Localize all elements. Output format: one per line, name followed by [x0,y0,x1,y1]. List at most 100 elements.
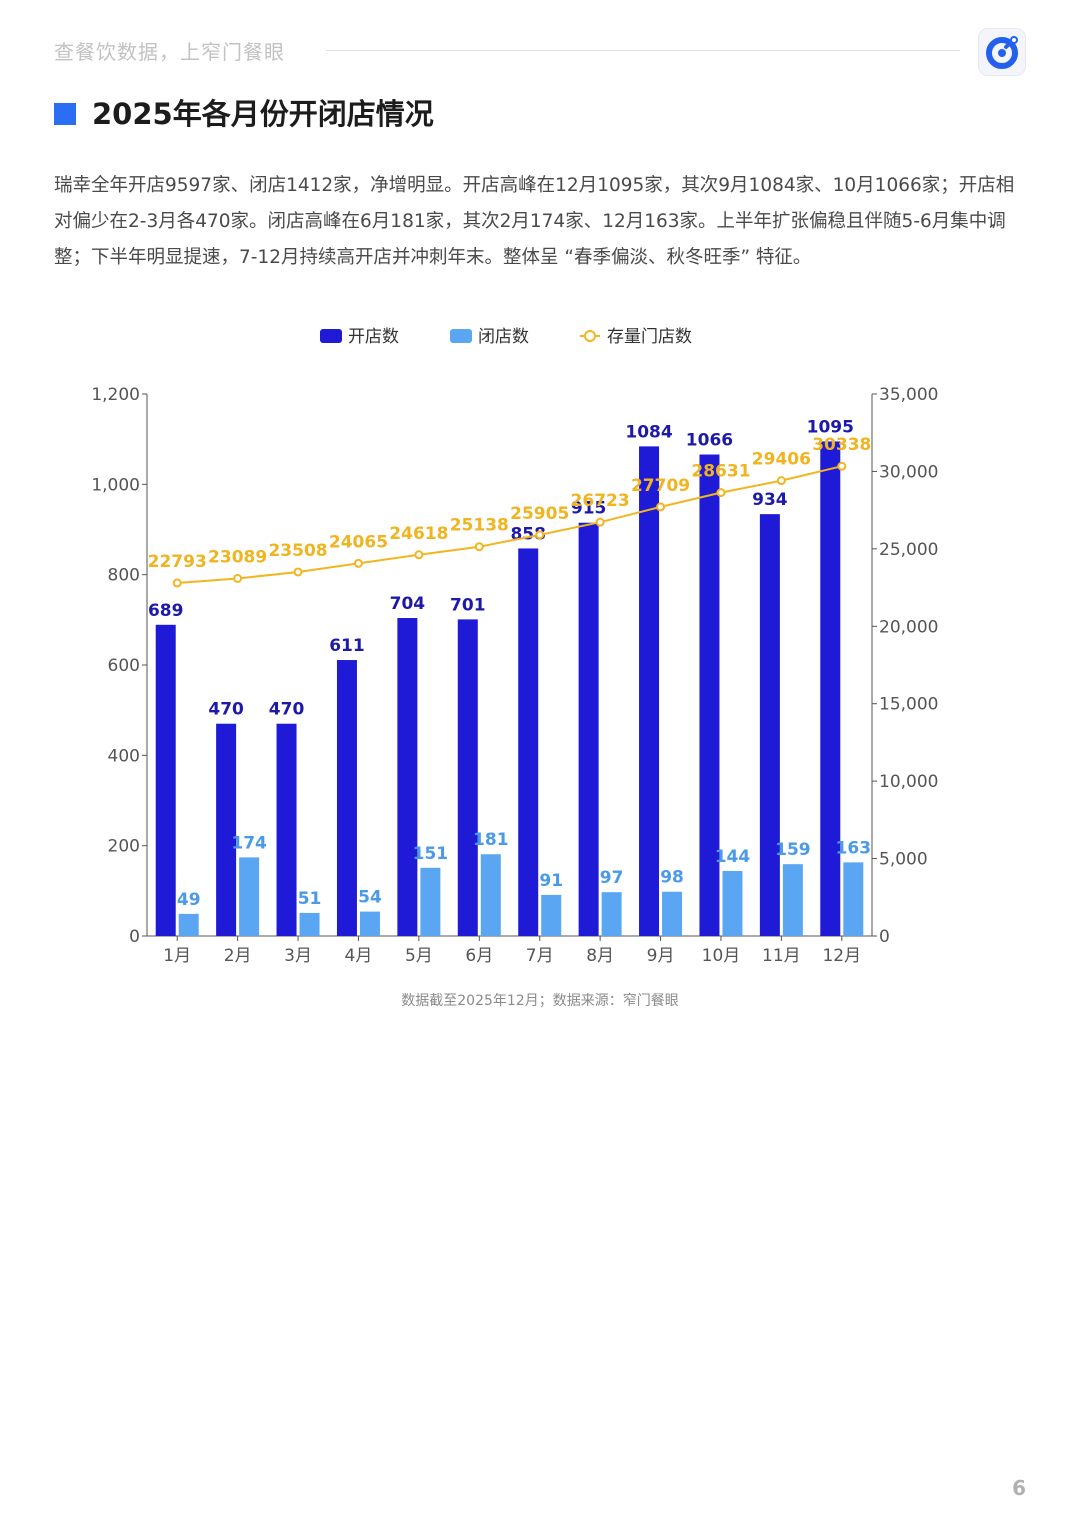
close-bar-label: 51 [298,889,322,909]
x-axis-tick-label: 11月 [762,946,801,966]
close-bar-label: 97 [600,868,624,888]
stock-point-label: 24618 [389,524,448,544]
close-bar [359,911,380,936]
open-bar [759,514,780,936]
stock-point-label: 23508 [268,541,327,561]
close-bar [299,912,320,936]
legend-open-label: 开店数 [348,327,399,347]
open-bar-label: 470 [208,700,244,720]
close-bar [722,870,743,936]
x-axis-tick-label: 9月 [647,946,675,966]
x-axis-tick-label: 3月 [284,946,312,966]
left-axis-tick-label: 200 [108,837,140,857]
stock-point-label: 25905 [510,504,569,524]
right-axis-tick-label: 15,000 [879,695,938,715]
chart-footnote: 数据截至2025年12月；数据来源：窄门餐眼 [401,993,679,1009]
stock-point-label: 30338 [812,435,871,455]
close-bar-label: 181 [473,830,509,850]
title-marker-icon [54,103,76,125]
stock-point [293,567,303,577]
stock-point [776,476,786,486]
summary-paragraph: 瑞幸全年开店9597家、闭店1412家，净增明显。开店高峰在12月1095家，其… [54,175,1015,268]
brand-logo-icon [978,28,1026,76]
close-bar-label: 163 [836,838,872,858]
close-bar [782,864,803,936]
open-bar-label: 915 [571,499,607,519]
legend-stock-marker [584,330,596,342]
close-bar [662,891,683,936]
right-axis-tick-label: 5,000 [879,850,928,870]
open-bar [457,619,478,936]
open-bar [276,723,297,936]
x-axis-tick-label: 10月 [702,946,741,966]
open-bar-label: 611 [329,636,365,656]
x-axis-tick-label: 4月 [345,946,373,966]
x-axis-tick-label: 2月 [224,946,252,966]
open-bar-label: 1066 [686,431,733,451]
left-axis-tick-label: 0 [129,927,140,947]
x-axis-tick-label: 6月 [465,946,493,966]
legend-open-swatch [320,329,342,343]
open-bar-label: 1084 [625,422,672,442]
close-bar-label: 98 [660,868,684,888]
open-bar-label: 470 [269,700,305,720]
open-bar [336,660,357,936]
left-axis-tick-label: 1,000 [91,475,140,495]
open-bar [578,522,599,936]
chart-canvas: 开店数 闭店数 存量门店数 0 200 400 600 800 1,000 1,200 0 5,000… [91,327,938,966]
stock-point-label: 25138 [450,516,509,536]
x-axis-tick-label: 1月 [163,946,191,966]
close-bar [480,854,501,936]
left-axis-tick-label: 600 [108,656,140,676]
right-axis-tick-label: 35,000 [879,385,938,405]
right-axis-tick-label: 10,000 [879,772,938,792]
stock-point [233,573,243,583]
stock-point [656,502,666,512]
open-bar [155,624,176,936]
open-bar-label: 934 [752,490,788,510]
stock-point-label: 24065 [329,532,388,552]
header-divider [326,50,960,51]
close-bar-label: 151 [413,844,449,864]
x-axis-tick-label: 12月 [822,946,861,966]
stock-point-label: 29406 [752,450,811,470]
close-bar-label: 54 [358,888,382,908]
stock-point-label: 26723 [571,491,630,511]
stock-point [172,578,182,588]
open-bar [639,446,660,936]
header-tagline: 查餐饮数据，上窄门餐眼 [54,40,285,64]
legend-stock-label: 存量门店数 [607,327,692,347]
open-bar [699,454,720,936]
legend-close-label: 闭店数 [478,327,529,347]
close-bar-label: 49 [177,890,201,910]
open-bar-label: 1095 [807,417,854,437]
open-bar [397,618,418,936]
open-bar [518,548,539,936]
section-title: 2025年各月份开闭店情况 [92,97,434,131]
close-bar [420,867,441,936]
x-axis-tick-label: 7月 [526,946,554,966]
left-axis-tick-label: 1,200 [91,385,140,405]
close-bar [601,892,622,936]
right-axis-tick-label: 0 [879,927,890,947]
stock-point [837,461,847,471]
stock-point-label: 23089 [208,547,267,567]
stock-point [353,558,363,568]
left-axis-tick-label: 800 [108,566,140,586]
close-bar [541,894,562,936]
stock-point [414,550,424,560]
right-axis-tick-label: 25,000 [879,540,938,560]
open-bar-label: 689 [148,601,184,621]
open-bar-label: 701 [450,595,486,615]
close-bar-label: 144 [715,847,751,867]
close-bar [178,913,199,936]
close-bar-label: 91 [539,871,563,891]
stock-point [535,530,545,540]
close-bar [239,857,260,936]
stock-point [595,517,605,527]
open-bar [216,723,237,936]
stock-point-label: 28631 [691,462,750,482]
left-axis-tick-label: 400 [108,746,140,766]
stock-point-label: 22793 [148,552,207,572]
stock-line [177,465,843,585]
